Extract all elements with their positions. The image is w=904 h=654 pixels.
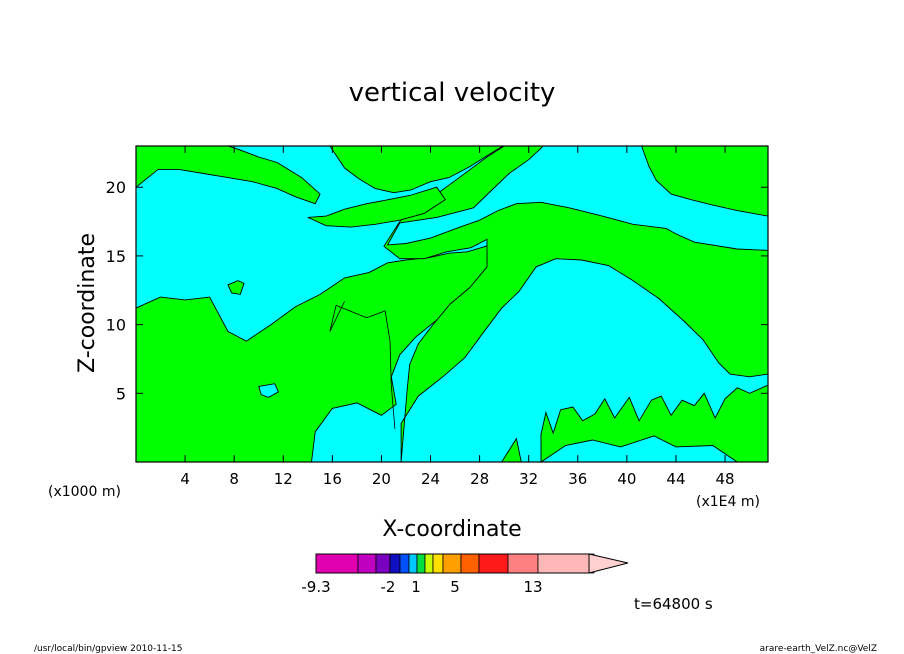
upward-region: [540, 384, 769, 463]
x-tick-label: 32: [519, 470, 538, 488]
x-tick-label: 16: [323, 470, 342, 488]
contour-line: [366, 310, 386, 319]
x-tick-label: 36: [568, 470, 587, 488]
footer-left: /usr/local/bin/gpview 2010-11-15: [34, 644, 182, 654]
colorbar-segments: [315, 553, 595, 574]
y-tick-label: 10: [106, 316, 126, 335]
contour-line: [389, 341, 392, 386]
colorbar-arrow: [588, 553, 629, 574]
x-tick-label: 28: [470, 470, 489, 488]
contour-regions: [135, 145, 769, 463]
colorbar-label: 5: [450, 578, 460, 596]
y-tick-label: 5: [116, 384, 126, 403]
colorbar-segment: [315, 553, 359, 574]
upward-region: [135, 145, 321, 205]
y-axis-ticks: 5 10 15 20: [106, 178, 768, 403]
colorbar-segment: [399, 553, 410, 574]
chart-title: vertical velocity: [349, 78, 556, 108]
x-unit-left: (x1000 m): [48, 484, 121, 500]
colorbar-label: -2: [381, 578, 396, 596]
contour-line: [335, 305, 367, 319]
upward-region: [227, 280, 245, 295]
upward-region: [329, 145, 505, 194]
colorbar-label: 13: [523, 578, 542, 596]
contour-line: [390, 385, 396, 430]
upward-region: [135, 232, 503, 463]
footer-right: arare-earth_VelZ.nc@VelZ: [760, 644, 877, 654]
x-tick-label: 12: [274, 470, 293, 488]
upward-region: [383, 145, 769, 463]
colorbar-segment: [537, 553, 595, 574]
x-axis-ticks: 4 8 12 16 20 24 28 32 36 40 44 48: [180, 146, 735, 488]
x-tick-label: 4: [180, 470, 190, 488]
colorbar-label: -9.3: [301, 578, 330, 596]
x-tick-label: 40: [617, 470, 636, 488]
colorbar-label: 1: [411, 578, 421, 596]
colorbar-segment: [389, 553, 401, 574]
colorbar-segment: [424, 553, 434, 574]
colorbar-segment: [408, 553, 418, 574]
contour-line: [329, 305, 337, 332]
colorbar-segment: [432, 553, 444, 574]
colorbar: -9.3 -2 1 5 13: [301, 553, 629, 596]
x-axis-label: X-coordinate: [382, 517, 521, 542]
colorbar-segment: [460, 553, 480, 574]
x-tick-label: 20: [372, 470, 391, 488]
plot-frame: [135, 145, 769, 463]
x-unit-right: (x1E4 m): [696, 494, 760, 510]
colorbar-labels: -9.3 -2 1 5 13: [301, 578, 542, 596]
contour-line: [329, 301, 345, 332]
colorbar-segment: [375, 553, 391, 574]
upward-region: [307, 186, 446, 228]
colorbar-frame: [315, 553, 590, 574]
contour-line: [384, 310, 391, 342]
colorbar-segment: [442, 553, 462, 574]
colorbar-segment: [507, 553, 539, 574]
colorbar-segment: [357, 553, 377, 574]
x-tick-label: 48: [716, 470, 735, 488]
time-label: t=64800 s: [634, 595, 713, 613]
x-tick-label: 44: [666, 470, 685, 488]
x-tick-label: 8: [229, 470, 239, 488]
y-tick-label: 20: [106, 178, 126, 197]
downward-region: [258, 383, 279, 398]
colorbar-segment: [416, 553, 426, 574]
y-axis-label: Z-coordinate: [75, 233, 100, 373]
x-tick-label: 24: [421, 470, 440, 488]
colorbar-segment: [478, 553, 509, 574]
y-tick-label: 15: [106, 247, 126, 266]
